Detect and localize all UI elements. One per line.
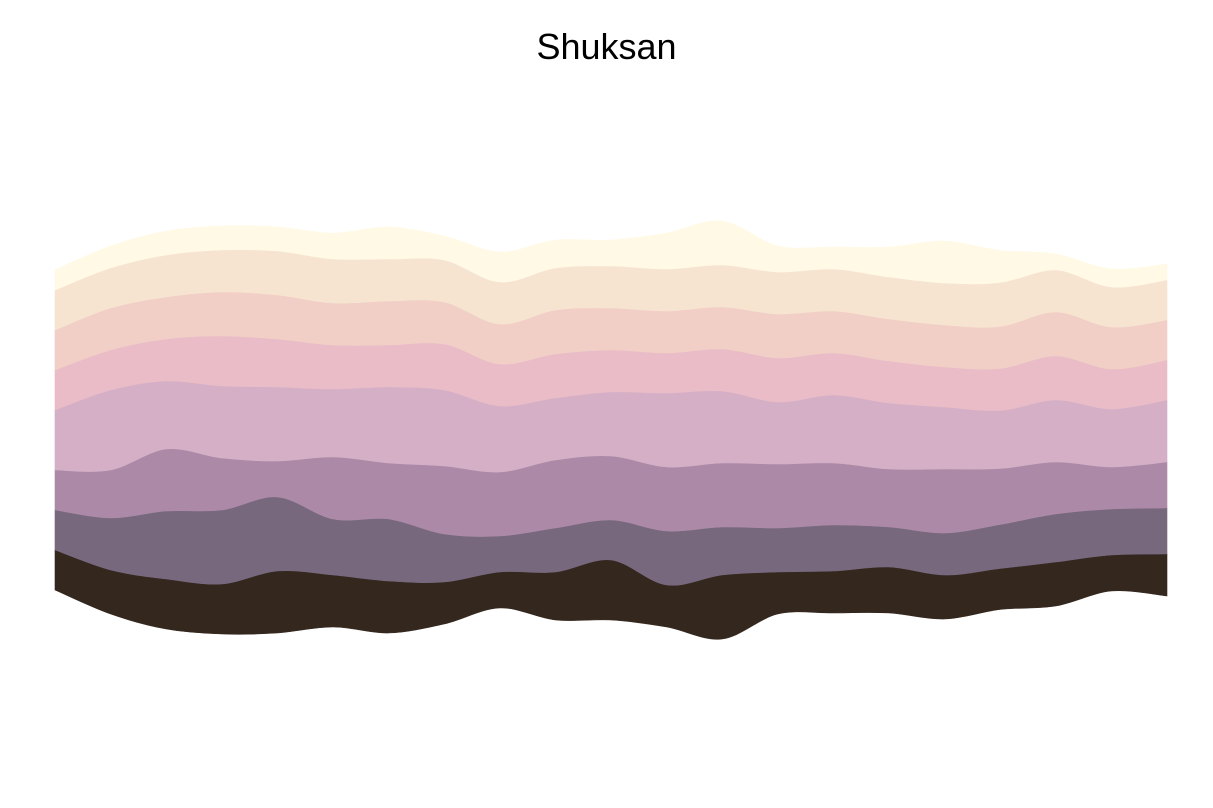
stream-layer-8 bbox=[54, 220, 1168, 291]
chart-title: Shuksan bbox=[536, 26, 677, 67]
